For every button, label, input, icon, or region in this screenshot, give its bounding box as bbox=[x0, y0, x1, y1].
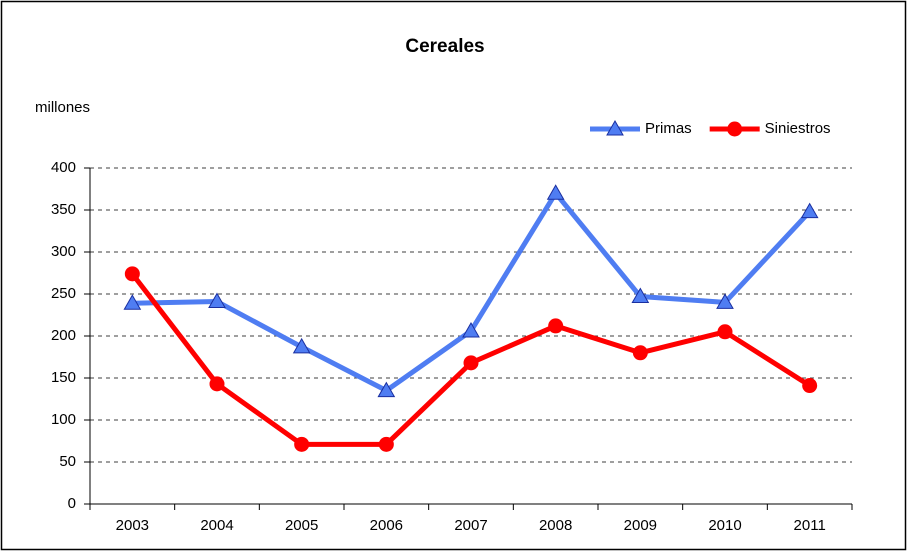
y-axis-label: millones bbox=[35, 99, 90, 116]
data-point bbox=[123, 294, 142, 310]
chart-title: Cereales bbox=[405, 36, 484, 57]
x-tick-label: 2007 bbox=[454, 517, 487, 534]
data-point bbox=[124, 266, 140, 282]
data-point bbox=[292, 337, 311, 354]
y-tick-label: 200 bbox=[51, 327, 76, 344]
legend-label: Primas bbox=[645, 120, 692, 137]
legend-label: Siniestros bbox=[765, 120, 831, 137]
x-tick-label: 2008 bbox=[539, 517, 572, 534]
data-point bbox=[462, 321, 480, 338]
data-point bbox=[800, 202, 819, 219]
data-point bbox=[208, 292, 226, 309]
y-tick-label: 350 bbox=[51, 201, 76, 218]
y-tick-label: 400 bbox=[51, 159, 76, 176]
x-tick-label: 2004 bbox=[200, 517, 233, 534]
data-point bbox=[378, 436, 394, 452]
data-point bbox=[717, 324, 733, 340]
data-point bbox=[802, 378, 818, 394]
legend-marker bbox=[727, 121, 743, 137]
y-tick-label: 50 bbox=[59, 453, 76, 470]
data-point bbox=[716, 293, 734, 309]
data-point bbox=[377, 381, 396, 398]
y-tick-label: 0 bbox=[68, 495, 76, 512]
legend-marker bbox=[606, 119, 624, 136]
x-tick-label: 2009 bbox=[624, 517, 657, 534]
data-point bbox=[631, 287, 650, 304]
x-tick-label: 2006 bbox=[370, 517, 403, 534]
x-tick-label: 2011 bbox=[794, 517, 826, 534]
data-point bbox=[548, 318, 564, 334]
data-point bbox=[632, 345, 648, 361]
data-point bbox=[463, 355, 479, 371]
data-point bbox=[546, 184, 565, 200]
y-tick-label: 100 bbox=[51, 411, 76, 428]
y-tick-label: 150 bbox=[51, 369, 76, 386]
x-tick-label: 2005 bbox=[285, 517, 318, 534]
y-tick-label: 300 bbox=[51, 243, 76, 260]
x-tick-label: 2003 bbox=[116, 517, 149, 534]
y-tick-label: 250 bbox=[51, 285, 76, 302]
x-tick-label: 2010 bbox=[708, 517, 741, 534]
data-point bbox=[209, 376, 225, 392]
data-point bbox=[294, 436, 310, 452]
